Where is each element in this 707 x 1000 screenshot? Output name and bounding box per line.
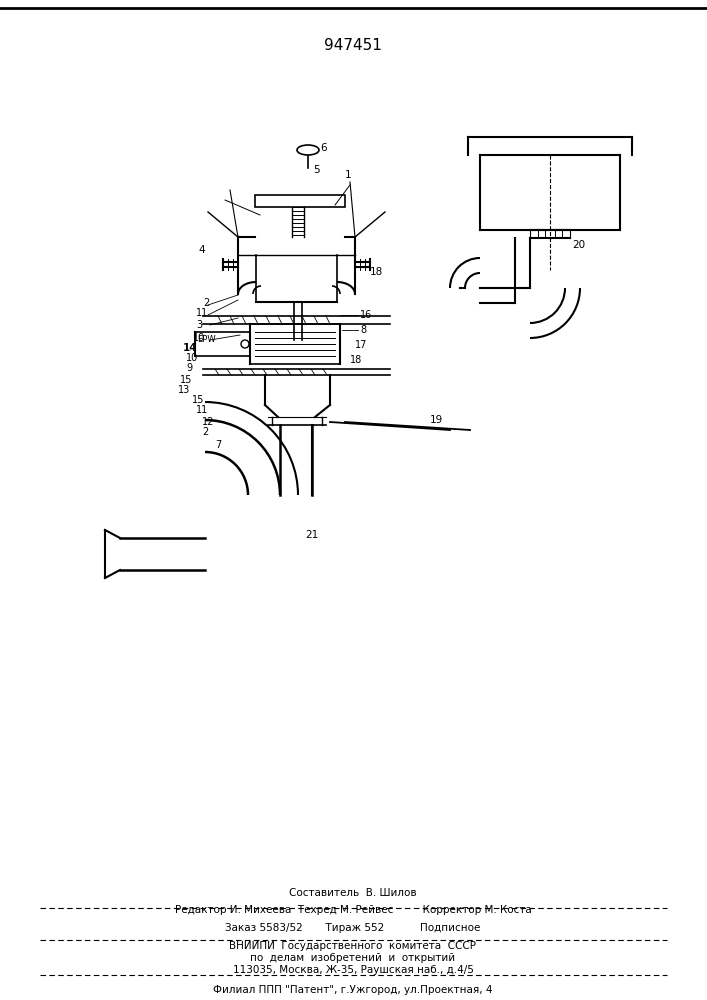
Text: 947451: 947451 [324,37,382,52]
Text: 11: 11 [196,308,209,318]
Text: по  делам  изобретений  и  открытий: по делам изобретений и открытий [250,953,455,963]
Text: 20: 20 [572,240,585,250]
Text: 113035, Москва, Ж-35, Раушская наб., д.4/5: 113035, Москва, Ж-35, Раушская наб., д.4… [233,965,474,975]
Text: ЕРW: ЕРW [197,336,216,344]
Text: 8: 8 [360,325,366,335]
Text: 21: 21 [305,530,318,540]
Text: 15: 15 [180,375,192,385]
Text: 17: 17 [355,340,368,350]
Text: Редактор И. Михеева  Техред М. Рейвес         Корректор М. Коста: Редактор И. Михеева Техред М. Рейвес Кор… [175,905,532,915]
Text: 15: 15 [192,395,204,405]
Text: Составитель  В. Шилов: Составитель В. Шилов [289,888,417,898]
Text: 12: 12 [202,417,214,427]
Ellipse shape [297,145,319,155]
Bar [255,195,345,207]
Text: 6: 6 [320,143,327,153]
Text: 18: 18 [350,355,362,365]
Text: 10: 10 [193,333,205,343]
Text: 13: 13 [178,385,190,395]
Text: 4: 4 [198,245,204,255]
Text: 3: 3 [196,320,202,330]
Text: ВНИИПИ  Государственного  комитета  СССР: ВНИИПИ Государственного комитета СССР [230,941,477,951]
Text: 2: 2 [202,427,209,437]
Text: 2: 2 [203,298,209,308]
Text: 11: 11 [196,405,209,415]
Text: Заказ 5583/52       Тираж 552           Подписное: Заказ 5583/52 Тираж 552 Подписное [226,923,481,933]
Text: 1: 1 [345,170,351,180]
Text: 7: 7 [215,440,221,450]
Text: 14: 14 [183,343,198,353]
Text: 19: 19 [430,415,443,425]
Circle shape [241,340,249,348]
Text: Филиал ППП "Патент", г.Ужгород, ул.Проектная, 4: Филиал ППП "Патент", г.Ужгород, ул.Проек… [214,985,493,995]
Text: 18: 18 [370,267,383,277]
Text: 10: 10 [186,353,198,363]
Text: 5: 5 [313,165,320,175]
Text: 9: 9 [186,363,192,373]
Text: 16: 16 [360,310,373,320]
